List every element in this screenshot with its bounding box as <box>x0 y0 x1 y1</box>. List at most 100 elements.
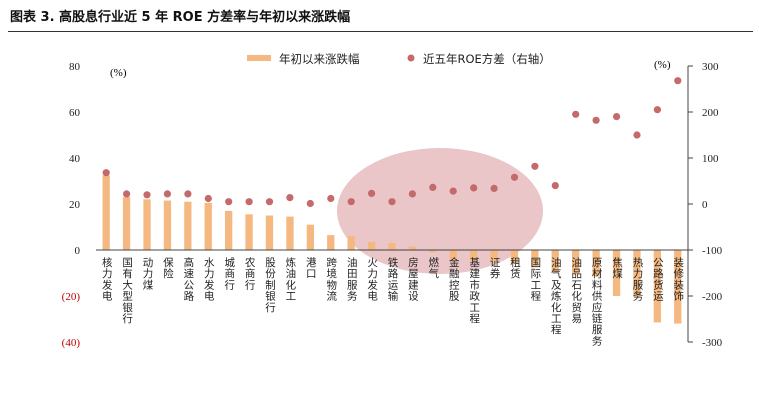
category-label-20: 租赁 <box>510 256 521 280</box>
category-label-9: 炼油化工 <box>286 256 297 303</box>
roe-dot-25 <box>613 113 621 121</box>
category-label-18: 基建市政工程 <box>469 256 480 325</box>
bar-2 <box>143 199 151 250</box>
category-label-15: 房屋建设 <box>408 256 419 303</box>
category-label-21: 国际工程 <box>531 257 542 303</box>
legend-label-bars: 年初以来涨跌幅 <box>279 52 360 66</box>
bar-27 <box>653 250 661 323</box>
roe-dot-6 <box>225 198 233 206</box>
right-axis-unit: (%) <box>654 59 671 71</box>
right-tick-label-4: -100 <box>702 245 723 257</box>
roe-dot-26 <box>633 131 641 139</box>
title-rule <box>8 31 753 32</box>
roe-dot-27 <box>653 106 662 114</box>
left-tick-label-5: (20) <box>62 291 81 303</box>
bar-18 <box>470 250 478 262</box>
bar-8 <box>265 215 274 250</box>
right-tick-label-3: 0 <box>702 199 708 211</box>
roe-dot-5 <box>204 194 212 203</box>
category-label-3: 保险 <box>163 256 174 280</box>
roe-dot-8 <box>265 198 274 206</box>
category-label-27: 公路货运 <box>653 257 664 303</box>
category-label-11: 跨境物流 <box>327 257 338 303</box>
legend-swatch-dots <box>407 54 415 62</box>
bar-3 <box>163 200 172 250</box>
roe-dot-9 <box>286 194 294 202</box>
bar-28 <box>674 250 682 324</box>
category-label-28: 装修装饰 <box>674 256 685 303</box>
legend-swatch-bars <box>247 55 271 61</box>
highlight-ellipse <box>337 148 543 274</box>
bar-14 <box>388 243 396 250</box>
bar-5 <box>204 202 212 250</box>
roe-dot-18 <box>470 184 478 192</box>
roe-dot-13 <box>368 189 376 197</box>
roe-dot-2 <box>143 191 151 199</box>
left-axis-unit: (%) <box>110 67 127 79</box>
roe-dot-10 <box>306 199 314 208</box>
roe-dot-7 <box>245 198 253 206</box>
bar-13 <box>367 241 376 250</box>
bar-19 <box>490 250 498 263</box>
roe-dot-16 <box>429 183 437 191</box>
bar-1 <box>122 197 131 250</box>
category-label-0: 核力发电 <box>102 256 113 303</box>
bar-24 <box>592 250 600 277</box>
category-label-1: 国有大型银行 <box>122 257 133 325</box>
bar-26 <box>633 250 641 298</box>
category-label-13: 火力发电 <box>367 257 378 303</box>
bar-7 <box>245 214 253 250</box>
roe-dot-24 <box>592 116 600 124</box>
bar-11 <box>327 235 335 250</box>
roe-dot-19 <box>490 184 498 192</box>
left-tick-label-4: 0 <box>75 245 81 257</box>
roe-dot-11 <box>327 194 335 203</box>
roe-dot-14 <box>388 198 396 206</box>
roe-dot-15 <box>408 190 416 198</box>
right-tick-label-1: 200 <box>702 107 719 119</box>
bar-16 <box>429 250 437 253</box>
chart-title: 图表 3. 高股息行业近 5 年 ROE 方差率与年初以来涨跌幅 <box>10 10 351 25</box>
roe-dot-17 <box>449 187 457 195</box>
roe-dot-20 <box>510 173 519 181</box>
bar-17 <box>449 250 457 261</box>
left-tick-label-0: 80 <box>69 61 81 73</box>
roe-dot-21 <box>531 162 539 170</box>
bar-25 <box>612 250 621 296</box>
category-label-16: 燃气 <box>429 256 440 280</box>
right-tick-label-0: 300 <box>702 61 719 73</box>
category-label-12: 油田服务 <box>347 256 358 303</box>
roe-dot-28 <box>674 77 682 85</box>
category-label-14: 铁路运输 <box>388 256 399 303</box>
bar-21 <box>531 250 539 268</box>
category-label-19: 证券 <box>490 257 501 280</box>
left-tick-label-3: 20 <box>69 199 81 211</box>
category-label-2: 动力煤 <box>143 257 154 291</box>
left-tick-label-1: 60 <box>69 107 81 119</box>
left-tick-label-2: 40 <box>69 153 81 165</box>
bar-4 <box>184 201 192 250</box>
right-tick-label-5: -200 <box>702 291 723 303</box>
roe-dot-1 <box>123 190 131 198</box>
category-label-10: 港口 <box>306 257 317 280</box>
roe-dot-3 <box>163 190 171 198</box>
category-label-24: 原材料供应链服务 <box>592 257 603 347</box>
roe-dot-0 <box>102 169 110 177</box>
bar-0 <box>102 175 110 251</box>
category-label-4: 高速公路 <box>184 256 195 303</box>
left-tick-label-6: (40) <box>62 337 81 349</box>
category-label-23: 油品石化贸易 <box>571 256 582 325</box>
roe-dot-23 <box>572 110 580 118</box>
category-label-6: 城商行 <box>224 257 235 291</box>
category-label-22: 油气及炼化工程 <box>551 256 562 336</box>
category-label-17: 金融控股 <box>449 256 460 303</box>
roe-dot-22 <box>551 182 559 190</box>
right-tick-label-6: -300 <box>702 337 723 349</box>
bar-23 <box>572 250 580 275</box>
bar-6 <box>225 210 233 250</box>
roe-dot-12 <box>347 198 355 206</box>
right-tick-label-2: 100 <box>702 153 719 165</box>
bar-9 <box>286 216 294 250</box>
category-label-8: 股份制银行 <box>265 257 276 314</box>
